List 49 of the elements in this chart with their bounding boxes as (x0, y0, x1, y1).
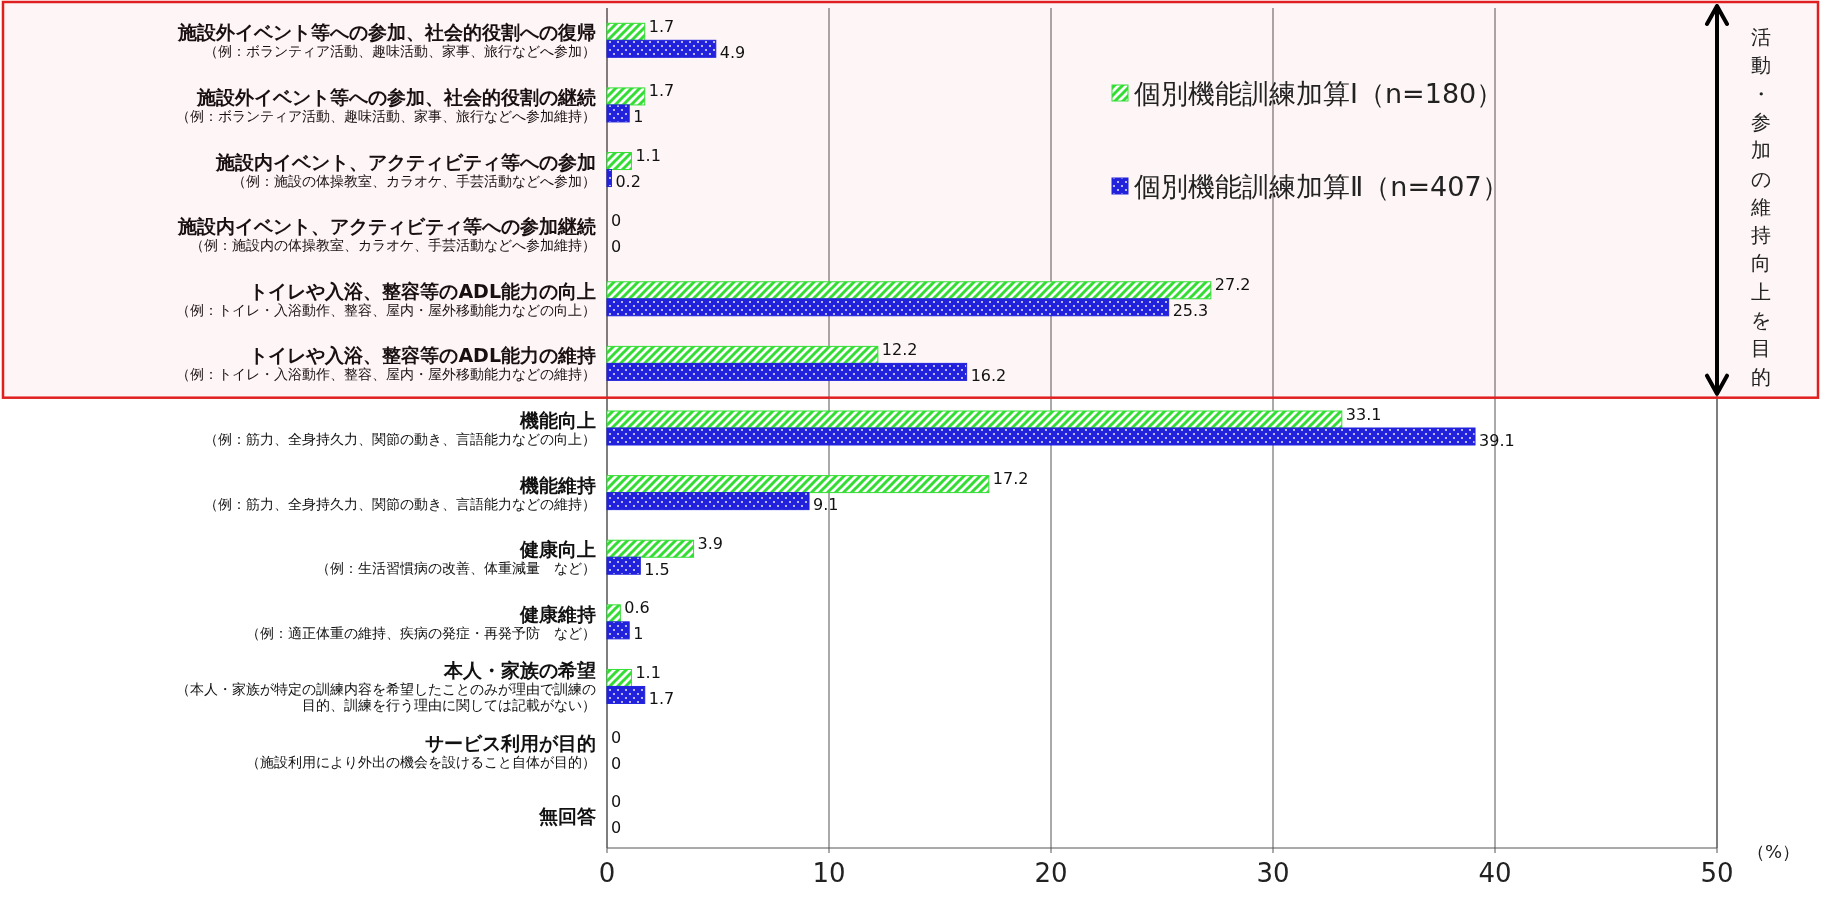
data-label: 1.7 (648, 16, 675, 36)
data-label: 3.9 (697, 533, 724, 553)
data-label: 0 (611, 818, 622, 838)
data-label: 4.9 (719, 42, 746, 62)
data-label: 33.1 (1345, 404, 1382, 424)
text: 活動・参加の維持向上を目的 (1751, 25, 1771, 389)
y-tick-label: 機能維持（例：筋力、全身持久力、関節の動き、言語能力などの維持） (204, 473, 596, 512)
y-tick-label: 施設外イベント等への参加、社会的役割の継続（例：ボランティア活動、趣味活動、家事、旅行などへ参加維持） (176, 85, 596, 124)
y-tick-label: 機能向上（例：筋力、全身持久力、関節の動き、言語能力などの向上） (204, 409, 596, 447)
x-tick-label: 0 (598, 858, 616, 888)
data-label: 1.1 (635, 662, 661, 682)
y-tick-label: 施設内イベント、アクティビティ等への参加（例：施設の体操教室、カラオケ、手芸活動などへ参加） (215, 150, 596, 189)
y-tick-label: トイレや入浴、整容等のADL能力の向上（例：トイレ・入浴動作、整容、屋内・屋外移動能力などの向上） (176, 279, 596, 318)
y-tick-label: トイレや入浴、整容等のADL能力の維持（例：トイレ・入浴動作、整容、屋内・屋外移動能力などの維持） (176, 344, 596, 383)
legend-label: 個別機能訓練加算Ⅰ（n=180） (1134, 78, 1504, 109)
data-label: 9.1 (813, 495, 839, 515)
data-label: 1.7 (648, 688, 675, 708)
y-tick-label: 健康維持（例：適正体重の維持、疾病の発症・再発予防 など） (246, 602, 596, 641)
data-label: 0.2 (615, 172, 641, 192)
y-tick-label: サービス利用が目的（施設利用により外出の機会を設けること自体が目的） (246, 732, 596, 771)
data-label: 0 (611, 210, 622, 230)
data-label: 0 (611, 236, 622, 256)
x-tick-label: 10 (812, 858, 846, 888)
x-tick-label: 50 (1700, 858, 1734, 888)
data-label: 0 (611, 792, 622, 812)
data-label: 0.6 (624, 598, 650, 618)
x-tick-label: 40 (1478, 858, 1512, 888)
y-tick-label: 本人・家族の希望（本人・家族が特定の訓練内容を希望したことのみが理由で訓練の目的、訓練を行う理由に関しては記載がない） (176, 659, 596, 714)
data-label: 25.3 (1172, 301, 1209, 321)
data-label: 12.2 (881, 339, 918, 359)
data-label: 39.1 (1479, 430, 1515, 450)
data-label: 1 (633, 624, 644, 644)
data-label: 17.2 (992, 469, 1029, 489)
y-tick-label: 健康向上（例：生活習慣病の改善、体重減量 など） (316, 538, 596, 577)
data-label: 1.5 (644, 559, 670, 579)
data-label: 0 (611, 753, 622, 773)
y-tick-label: 無回答 (538, 804, 596, 827)
data-label: 27.2 (1214, 275, 1251, 295)
x-tick-label: 20 (1034, 858, 1068, 888)
legend-label: 個別機能訓練加算Ⅱ（n=407） (1134, 171, 1509, 202)
x-axis-title: （%） (1746, 841, 1800, 862)
data-label: 1.7 (648, 81, 675, 101)
x-tick-label: 30 (1256, 858, 1290, 888)
data-label: 16.2 (970, 365, 1007, 385)
y-tick-label: 施設内イベント、アクティビティ等への参加継続（例：施設内の体操教室、カラオケ、手芸活動などへ参加維持） (177, 215, 596, 254)
data-label: 0 (611, 727, 622, 747)
y-tick-label: 施設外イベント等への参加、社会的役割への復帰（例：ボランティア活動、趣味活動、家事、旅行などへ参加） (177, 21, 596, 60)
data-label: 1.1 (635, 146, 661, 166)
data-label: 1 (633, 107, 644, 127)
